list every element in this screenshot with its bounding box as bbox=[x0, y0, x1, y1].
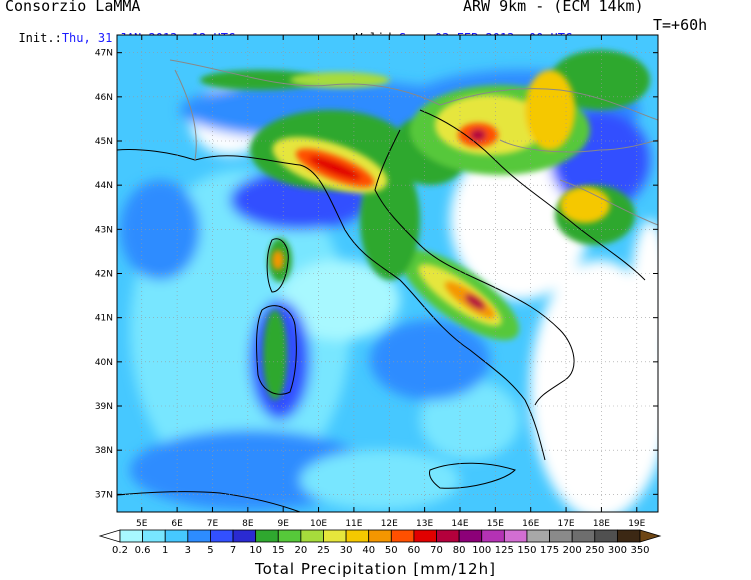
colorbar-level: 1 bbox=[162, 545, 168, 556]
colorbar-level: 25 bbox=[317, 545, 330, 556]
colorbar-box bbox=[300, 529, 324, 543]
colorbar-level: 125 bbox=[495, 545, 514, 556]
colorbar-level: 250 bbox=[585, 545, 604, 556]
colorbar-level: 300 bbox=[608, 545, 627, 556]
colorbar-box bbox=[616, 529, 641, 543]
lon-label: 8E bbox=[242, 519, 254, 529]
lon-ticks: 5E 6E 7E 8E 9E 10E 11E 12E 13E 14E 15E 16E 17E 18E 19E bbox=[136, 35, 646, 529]
colorbar-title: Total Precipitation [mm/12h] bbox=[255, 560, 496, 578]
colorbar-box bbox=[368, 529, 392, 543]
lat-label: 40N bbox=[95, 358, 113, 368]
colorbar: 0.2 0.6 1 3 5 7 10 15 20 25 30 40 50 60 70 80 100 125 150 1… bbox=[98, 529, 662, 556]
colorbar-level: 70 bbox=[430, 545, 443, 556]
colorbar-overflow bbox=[639, 529, 662, 543]
colorbar-box bbox=[503, 529, 528, 543]
colorbar-level: 100 bbox=[472, 545, 491, 556]
colorbar-box bbox=[390, 529, 415, 543]
lon-label: 7E bbox=[207, 519, 219, 529]
init-label: Init.: bbox=[18, 31, 62, 45]
lat-label: 44N bbox=[95, 181, 113, 191]
lon-label: 9E bbox=[277, 519, 289, 529]
lon-label: 10E bbox=[310, 519, 327, 529]
colorbar-level: 3 bbox=[185, 545, 191, 556]
lon-label: 14E bbox=[451, 519, 468, 529]
colorbar-level: 150 bbox=[517, 545, 536, 556]
colorbar-level: 40 bbox=[362, 545, 375, 556]
lat-label: 39N bbox=[95, 402, 113, 412]
colorbar-box bbox=[142, 529, 166, 543]
colorbar-box bbox=[436, 529, 460, 543]
colorbar-box bbox=[571, 529, 596, 543]
colorbar-box bbox=[323, 529, 347, 543]
lat-label: 43N bbox=[95, 225, 113, 235]
lon-label: 6E bbox=[171, 519, 183, 529]
colorbar-level: 200 bbox=[563, 545, 582, 556]
colorbar-box bbox=[232, 529, 257, 543]
lat-label: 46N bbox=[95, 93, 113, 103]
colorbar-box bbox=[210, 529, 234, 543]
colorbar-level: 60 bbox=[408, 545, 421, 556]
colorbar-box bbox=[119, 529, 144, 543]
lon-label: 13E bbox=[416, 519, 433, 529]
lat-label: 37N bbox=[95, 490, 113, 500]
colorbar-box bbox=[345, 529, 370, 543]
lon-label: 15E bbox=[487, 519, 504, 529]
colorbar-level: 0.6 bbox=[135, 545, 151, 556]
lat-label: 47N bbox=[95, 49, 113, 59]
colorbar-level: 7 bbox=[230, 545, 236, 556]
colorbar-level: 80 bbox=[453, 545, 466, 556]
colorbar-box bbox=[458, 529, 483, 543]
colorbar-box bbox=[187, 529, 211, 543]
colorbar-level: 175 bbox=[540, 545, 559, 556]
precipitation-field bbox=[117, 35, 658, 512]
colorbar-box bbox=[277, 529, 302, 543]
lead-time: T=+60h bbox=[653, 16, 708, 34]
colorbar-box bbox=[164, 529, 189, 543]
colorbar-box bbox=[413, 529, 437, 543]
colorbar-level: 30 bbox=[340, 545, 353, 556]
colorbar-level: 0.2 bbox=[112, 545, 128, 556]
lon-label: 5E bbox=[136, 519, 148, 529]
lon-label: 19E bbox=[628, 519, 645, 529]
lat-ticks: 47N 46N 45N 44N 43N 42N 41N 40N 39N 38N 37N bbox=[95, 49, 658, 500]
lon-label: 18E bbox=[593, 519, 610, 529]
colorbar-level: 10 bbox=[249, 545, 262, 556]
model-title: ARW 9km - (ECM 14km) bbox=[463, 0, 644, 15]
lon-label: 16E bbox=[522, 519, 539, 529]
lat-label: 42N bbox=[95, 270, 113, 280]
lon-label: 11E bbox=[345, 519, 362, 529]
colorbar-box bbox=[481, 529, 505, 543]
political-borders bbox=[169, 59, 658, 226]
colorbar-level: 15 bbox=[272, 545, 285, 556]
colorbar-box bbox=[594, 529, 618, 543]
colorbar-underflow bbox=[98, 529, 121, 543]
lon-label: 12E bbox=[381, 519, 398, 529]
lat-label: 45N bbox=[95, 137, 113, 147]
lon-label: 17E bbox=[557, 519, 574, 529]
org-title: Consorzio LaMMA bbox=[5, 0, 141, 15]
colorbar-box bbox=[526, 529, 550, 543]
colorbar-box bbox=[549, 529, 573, 543]
coastlines bbox=[117, 109, 646, 512]
colorbar-box bbox=[255, 529, 279, 543]
colorbar-level: 5 bbox=[207, 545, 213, 556]
colorbar-level: 50 bbox=[385, 545, 398, 556]
colorbar-level: 20 bbox=[295, 545, 308, 556]
lat-label: 38N bbox=[95, 446, 113, 456]
lat-label: 41N bbox=[95, 314, 113, 324]
colorbar-level: 350 bbox=[630, 545, 649, 556]
